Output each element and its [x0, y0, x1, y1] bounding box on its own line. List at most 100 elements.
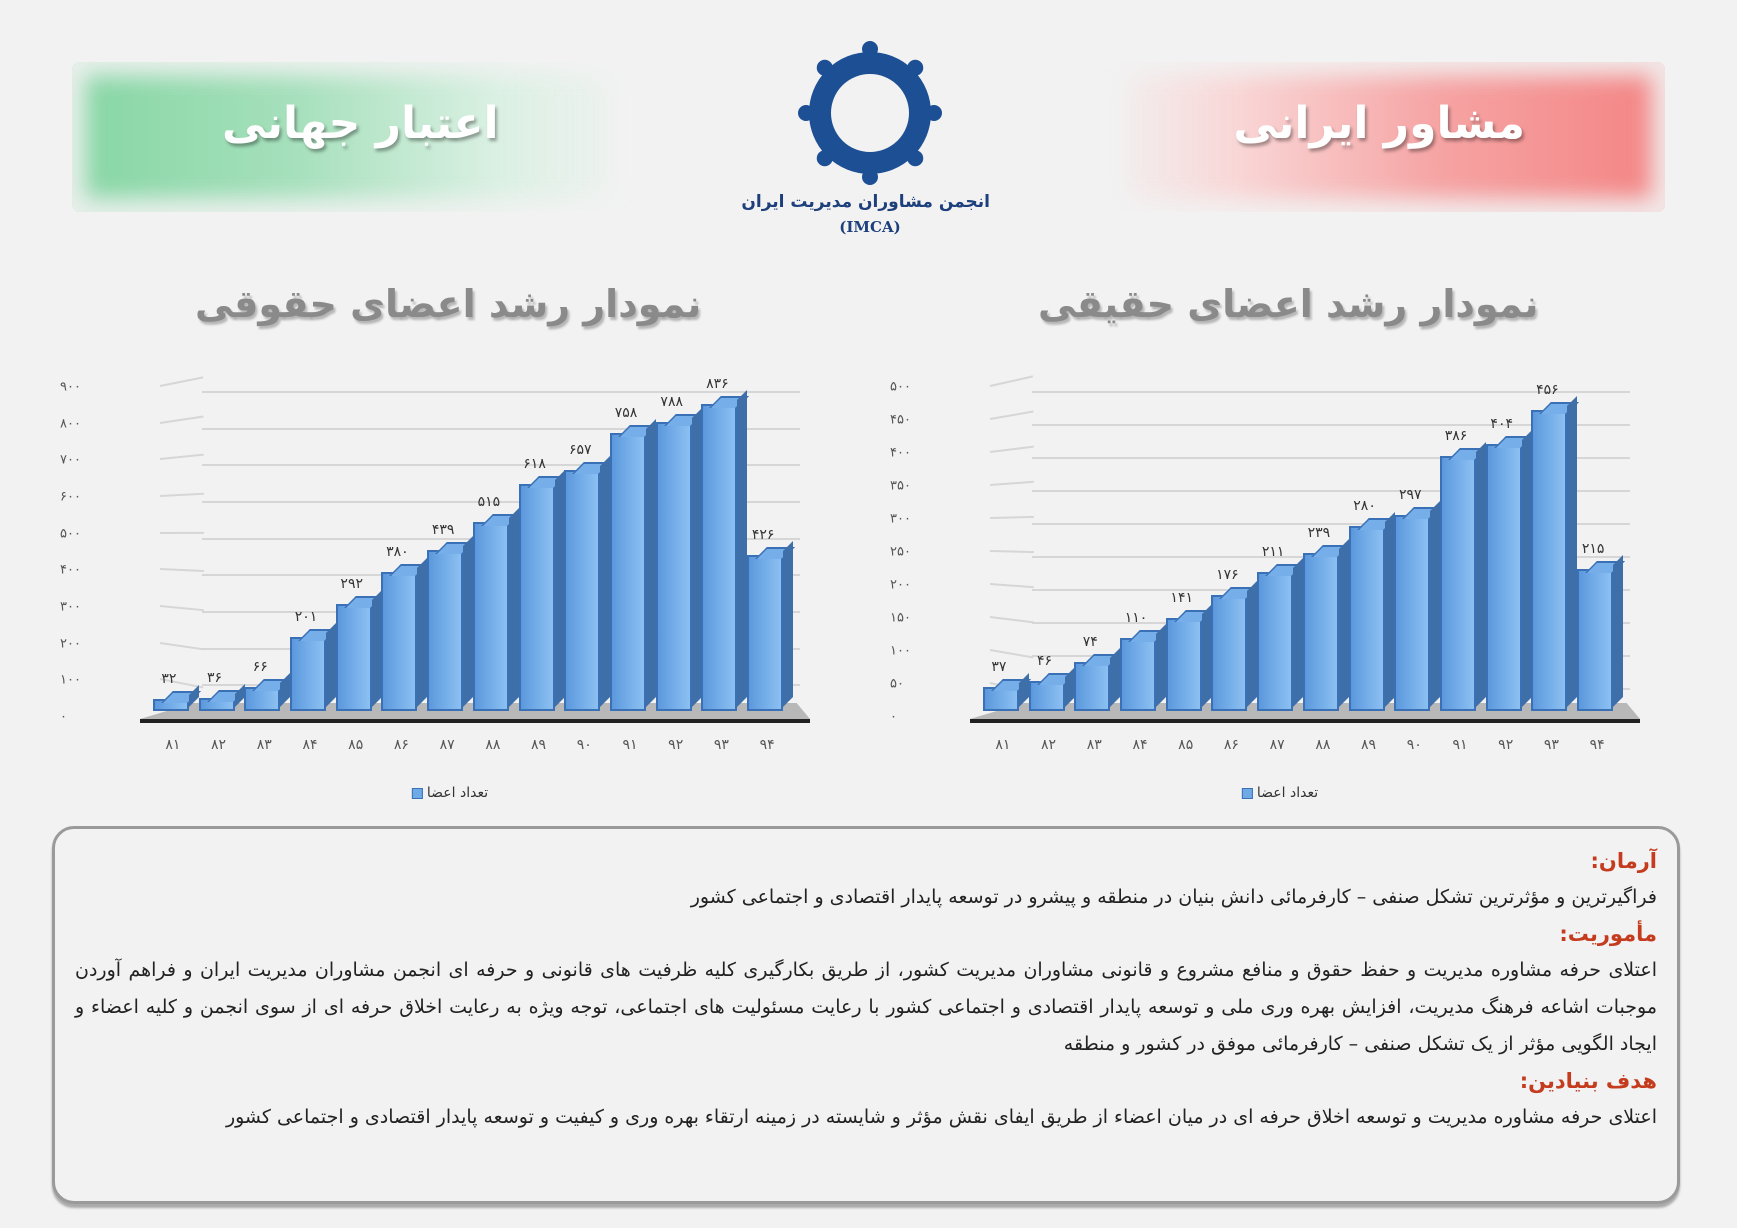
x-axis-tick: ۸۴ — [302, 737, 318, 753]
x-axis-tick: ۸۴ — [1132, 737, 1148, 753]
bar — [1302, 553, 1339, 711]
x-axis-tick: ۹۴ — [1589, 737, 1605, 753]
bar — [610, 433, 646, 711]
vision-text: فراگیرترین و مؤثرترین تشکل صنفی – کارفرم… — [690, 886, 1657, 908]
gridline — [202, 427, 800, 430]
x-axis-tick: ۹۰ — [1406, 737, 1422, 753]
y-axis-tick: ۲۰۰ — [890, 577, 911, 593]
bar — [472, 522, 509, 711]
bar-value-label: ۴۵۶ — [1536, 382, 1559, 399]
y-axis-tick: ۷۰۰ — [60, 452, 81, 468]
chart-legend: تعداد اعضا — [1241, 785, 1318, 801]
gridline-perspective — [989, 649, 1034, 659]
x-axis-tick: ۹۰ — [576, 737, 592, 753]
bar — [1394, 514, 1431, 711]
y-axis-tick: ۰ — [60, 709, 67, 725]
x-axis-tick: ۸۲ — [1041, 737, 1057, 753]
y-axis-tick: ۳۵۰ — [890, 478, 911, 494]
bar — [1074, 662, 1111, 711]
y-axis-tick: ۹۰۰ — [60, 379, 81, 395]
gridline-perspective — [989, 550, 1035, 554]
gridline-perspective — [989, 445, 1034, 453]
individual-members-chart-title: نمودار رشد اعضای حقیقی — [1038, 282, 1539, 326]
bar-value-label: ۶۵۷ — [569, 442, 592, 459]
logo-name: انجمن مشاوران مدیریت ایران — [741, 192, 990, 212]
legal-members-chart-title: نمودار رشد اعضای حقوقی — [195, 282, 702, 326]
bar — [152, 699, 189, 711]
legend-swatch-icon — [1241, 787, 1253, 799]
gridline — [202, 391, 800, 393]
gridline-perspective — [989, 616, 1034, 624]
bar-value-label: ۲۳۹ — [1307, 525, 1331, 542]
y-axis-tick: ۳۰۰ — [890, 511, 911, 527]
bar — [198, 697, 235, 711]
bar-value-label: ۳۷ — [991, 658, 1007, 675]
bar — [1257, 571, 1294, 711]
logo-abbreviation: (IMCA) — [839, 218, 901, 236]
mission-info-box: آرمان: فراگیرترین و مؤثرترین تشکل صنفی –… — [52, 826, 1680, 1204]
bar-value-label: ۲۹۷ — [1399, 486, 1422, 503]
y-axis-tick: ۱۰۰ — [60, 672, 81, 688]
x-axis-line — [970, 719, 1640, 723]
gridline-perspective — [159, 605, 204, 612]
gridline-perspective — [989, 410, 1034, 420]
mission-heading: مأموریت: — [1559, 922, 1657, 946]
gridline — [202, 501, 800, 503]
gridline-perspective — [989, 583, 1034, 589]
x-axis-tick: ۸۷ — [439, 737, 455, 753]
gridline — [1032, 457, 1630, 459]
y-axis-tick: ۱۰۰ — [890, 643, 911, 659]
gridline-perspective — [159, 531, 205, 534]
y-axis-tick: ۲۵۰ — [890, 544, 911, 560]
bar — [1120, 638, 1156, 711]
y-axis-tick: ۲۰۰ — [60, 636, 81, 652]
y-axis-tick: ۵۰۰ — [890, 379, 911, 395]
gridline-perspective — [159, 641, 204, 650]
bar-value-label: ۳۸۶ — [1444, 428, 1468, 445]
gridline — [1032, 424, 1630, 426]
bar — [564, 470, 601, 711]
x-axis-tick: ۸۱ — [165, 737, 181, 753]
bar-value-label: ۸۳۶ — [706, 376, 729, 393]
bar-value-label: ۳۲ — [161, 671, 177, 688]
y-axis-tick: ۳۰۰ — [60, 599, 81, 615]
bar-value-label: ۴۳۹ — [431, 522, 455, 539]
x-axis-tick: ۸۸ — [1315, 737, 1331, 753]
bar — [1348, 526, 1385, 711]
x-axis-tick: ۸۵ — [1178, 737, 1194, 753]
gridline-perspective — [989, 480, 1034, 486]
bar-value-label: ۱۷۶ — [1216, 566, 1239, 583]
gridline — [1032, 523, 1630, 525]
individual-members-chart: ۰ ۵۰ ۱۰۰ ۱۵۰ ۲۰۰ ۲۵۰ ۳۰۰ ۳۵۰ ۴۰۰ ۴۵۰ ۵۰۰ ۳۷ ۸۱ ۴۶ ۸۲ ۷۴… — [890, 375, 1670, 805]
gridline — [202, 464, 800, 467]
bar-value-label: ۴۰۴ — [1490, 416, 1513, 433]
x-axis-tick: ۹۲ — [1498, 737, 1514, 753]
bar-value-label: ۲۰۱ — [294, 609, 318, 626]
bar — [427, 550, 464, 711]
gridline-perspective — [989, 375, 1034, 387]
x-axis-tick: ۸۷ — [1269, 737, 1285, 753]
gridline-perspective — [159, 492, 204, 497]
bar-value-label: ۱۴۱ — [1170, 589, 1193, 606]
gridline — [1032, 490, 1630, 492]
banner-left-text: اعتبار جهانی — [222, 98, 499, 149]
gridline — [1032, 391, 1630, 393]
banner-right-text: مشاور ایرانی — [1233, 98, 1525, 149]
y-axis-tick: ۵۰۰ — [60, 526, 81, 542]
fundamental-goal-heading: هدف بنیادین: — [1519, 1069, 1657, 1093]
legend-label: تعداد اعضا — [426, 785, 489, 801]
x-axis-tick: ۹۳ — [713, 737, 729, 753]
gridline-perspective — [159, 568, 204, 573]
bar — [747, 554, 784, 711]
bar-value-label: ۷۵۸ — [614, 405, 638, 422]
bar — [655, 422, 692, 711]
bar-value-label: ۲۹۲ — [340, 575, 363, 592]
gridline-perspective — [159, 376, 204, 387]
bar-value-label: ۶۶ — [252, 658, 268, 675]
y-axis-tick: ۵۰ — [890, 676, 904, 692]
bar-value-label: ۷۸۸ — [660, 394, 683, 411]
y-axis-tick: ۴۰۰ — [890, 445, 911, 461]
bar-value-label: ۲۱۱ — [1261, 543, 1285, 560]
bar-value-label: ۲۸۰ — [1353, 498, 1376, 515]
x-axis-tick: ۸۱ — [995, 737, 1011, 753]
